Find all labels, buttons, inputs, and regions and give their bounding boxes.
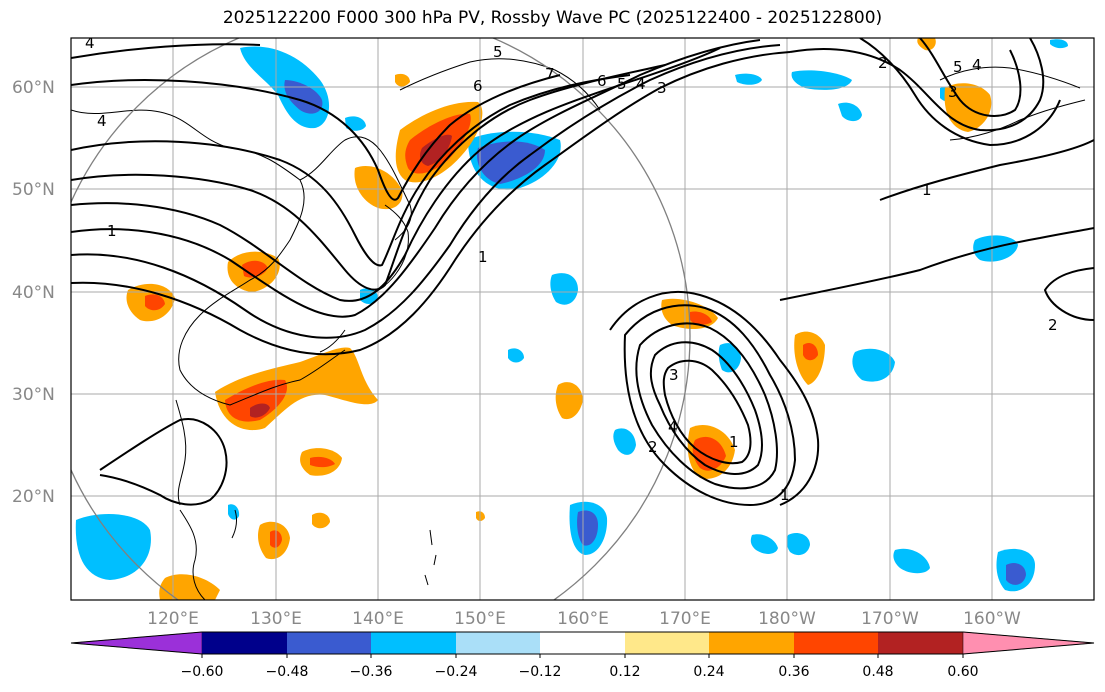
positive-anomaly-core — [310, 456, 335, 468]
negative-anomaly — [973, 235, 1018, 262]
lat-label: 50°N — [12, 180, 55, 200]
contour-label: 3 — [669, 366, 679, 384]
colorbar-tick-label: −0.12 — [519, 664, 562, 680]
colorbar-tick-label: 0.48 — [862, 664, 893, 680]
positive-anomaly — [395, 73, 410, 87]
negative-anomaly — [791, 70, 852, 90]
contour-labels: 4 5 6 7 6 5 4 3 1 1 2 3 4 2 1 1 2 3 4 5 … — [85, 34, 1058, 504]
lon-label: 130°E — [250, 609, 302, 629]
contour-label: 4 — [85, 34, 95, 52]
colorbar-tick-label: 0.60 — [947, 664, 978, 680]
colorbar-segment — [540, 632, 625, 654]
contour-label: 4 — [972, 56, 982, 74]
contour-label: 4 — [97, 112, 107, 130]
negative-anomaly — [786, 533, 810, 556]
map-frame — [70, 37, 1095, 601]
lat-label: 40°N — [12, 283, 55, 303]
coastlines — [71, 58, 1086, 600]
colorbar-tick-label: −0.60 — [181, 664, 224, 680]
lat-label: 20°N — [12, 487, 55, 507]
lon-label: 160°E — [557, 609, 609, 629]
lon-label: 140°E — [352, 609, 404, 629]
positive-anomaly-peak — [420, 134, 452, 166]
negative-anomaly — [613, 428, 636, 455]
negative-anomaly-core — [1006, 563, 1026, 585]
contour-label: 6 — [597, 72, 607, 90]
lon-label: 120°E — [147, 609, 199, 629]
pv-contours — [71, 38, 1094, 507]
contour-label: 3 — [948, 83, 958, 101]
figure-title: 2025122200 F000 300 hPa PV, Rossby Wave … — [222, 8, 883, 28]
negative-anomaly — [718, 343, 741, 373]
colorbar-tick-label: −0.36 — [350, 664, 393, 680]
contour-label: 1 — [729, 433, 739, 451]
positive-anomaly — [159, 574, 220, 600]
contour-label: 1 — [780, 486, 790, 504]
negative-anomaly — [735, 73, 762, 85]
colorbar: −0.60 −0.48 −0.36 −0.24 −0.12 0.12 0.24 … — [70, 631, 1095, 680]
negative-anomaly — [1050, 39, 1068, 49]
latitude-labels: 60°N 50°N 40°N 30°N 20°N — [12, 78, 55, 507]
negative-anomaly-core — [577, 510, 598, 546]
colorbar-segment — [625, 632, 709, 654]
longitude-labels: 120°E 130°E 140°E 150°E 160°E 170°E 180°… — [147, 609, 1021, 629]
contour-label: 5 — [617, 75, 627, 93]
negative-anomaly — [345, 116, 366, 131]
colorbar-tick-label: 0.24 — [693, 664, 724, 680]
colorbar-segment — [202, 632, 287, 654]
contour-label: 1 — [478, 248, 488, 266]
negative-anomaly — [852, 348, 895, 382]
negative-anomaly — [550, 273, 578, 305]
colorbar-tick-label: 0.12 — [609, 664, 640, 680]
colorbar-segment — [794, 632, 878, 654]
positive-anomaly-peak — [250, 403, 270, 418]
positive-anomaly-core — [690, 311, 712, 325]
lon-label: 170°W — [861, 609, 919, 629]
map-area: 4 5 6 7 6 5 4 3 1 1 2 3 4 2 1 1 2 3 4 5 … — [71, 34, 1094, 600]
colorbar-segment — [70, 631, 203, 655]
negative-anomaly — [750, 534, 778, 554]
lat-label: 30°N — [12, 385, 55, 405]
colorbar-tick-label: 0.36 — [778, 664, 809, 680]
contour-label: 4 — [668, 418, 678, 436]
colorbar-segment — [287, 632, 371, 654]
contour-label: 4 — [636, 75, 646, 93]
positive-anomaly-core — [803, 343, 818, 361]
radius-circle — [71, 38, 691, 600]
negative-anomaly — [893, 548, 930, 574]
positive-anomaly-core — [225, 379, 288, 422]
positive-anomaly-core — [145, 294, 165, 311]
negative-anomaly — [838, 102, 862, 122]
contour-label: 3 — [657, 79, 667, 97]
colorbar-tick-label: −0.24 — [435, 664, 478, 680]
colorbar-ticks — [201, 654, 964, 658]
colorbar-segment — [371, 632, 456, 654]
contour-label: 2 — [648, 438, 658, 456]
colorbar-segment — [456, 632, 540, 654]
contour-label: 5 — [493, 43, 503, 61]
positive-anomaly — [312, 512, 330, 529]
lon-label: 170°E — [659, 609, 711, 629]
contour-label: 5 — [953, 58, 963, 76]
colorbar-segment — [878, 632, 963, 654]
contour-label: 2 — [878, 54, 888, 72]
contour-label: 6 — [473, 77, 483, 95]
lon-label: 160°W — [963, 609, 1021, 629]
positive-anomaly — [555, 382, 583, 420]
contour-label: 2 — [1048, 316, 1058, 334]
lon-label: 180°W — [758, 609, 816, 629]
negative-anomaly — [75, 514, 151, 580]
lat-label: 60°N — [12, 78, 55, 98]
colorbar-segment — [962, 631, 1095, 655]
contour-label: 1 — [922, 181, 932, 199]
colorbar-tick-label: −0.48 — [266, 664, 309, 680]
colorbar-segment — [709, 632, 794, 654]
lon-label: 150°E — [454, 609, 506, 629]
contour-label: 1 — [107, 222, 117, 240]
negative-anomaly-core — [476, 141, 545, 184]
negative-anomaly — [508, 348, 524, 363]
contour-label: 7 — [545, 65, 555, 83]
